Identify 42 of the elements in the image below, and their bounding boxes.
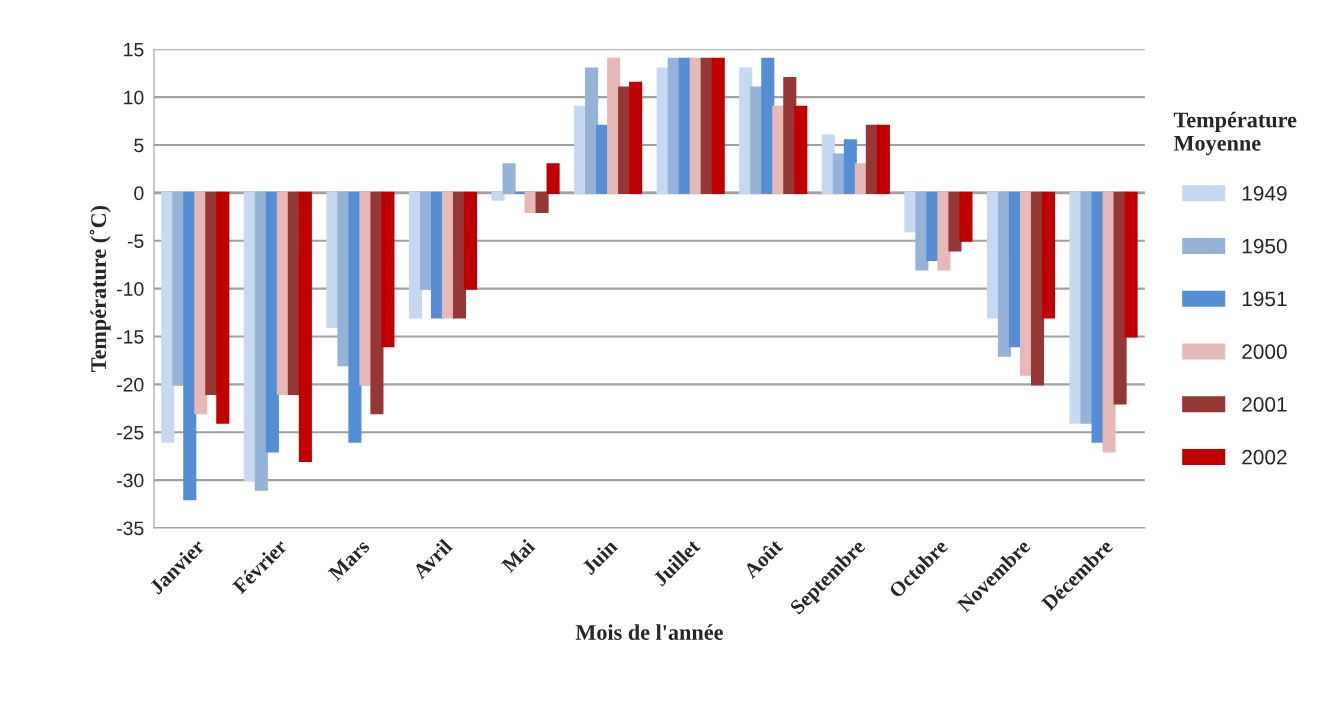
- y-tick-label: -10: [117, 282, 144, 296]
- legend-label: 1950: [1242, 238, 1287, 254]
- y-tick-label: 0: [134, 186, 144, 201]
- bar: [502, 163, 516, 194]
- y-tick-label: -15: [117, 330, 144, 344]
- bar: [711, 57, 725, 194]
- bar: [821, 134, 835, 194]
- bar: [546, 163, 560, 194]
- y-tick-label: 15: [124, 42, 144, 57]
- x-axis-title: Mois de l'année: [575, 624, 723, 640]
- bar: [629, 81, 643, 194]
- y-tick-label: -25: [117, 425, 144, 440]
- y-tick-label: -35: [117, 521, 144, 536]
- y-tick-label: 5: [134, 138, 144, 153]
- bar: [843, 139, 857, 194]
- y-tick-label: 10: [124, 90, 144, 105]
- bar: [959, 191, 973, 242]
- legend-label: 2001: [1242, 397, 1287, 412]
- bar: [876, 124, 890, 194]
- legend-label: 1951: [1242, 291, 1287, 307]
- x-tick-label: Juin: [580, 537, 619, 576]
- bar: [794, 105, 808, 194]
- bar: [1124, 191, 1138, 338]
- bar: [216, 191, 230, 424]
- bar: [1080, 191, 1094, 424]
- bar: [463, 191, 478, 290]
- bar: [761, 57, 775, 194]
- legend-label: 2002: [1242, 449, 1287, 465]
- y-axis-title: Température (˚C): [89, 205, 111, 372]
- x-tick-label: Mai: [500, 537, 536, 574]
- y-tick-label: -30: [117, 473, 144, 488]
- legend-title: Température Moyenne: [1173, 111, 1297, 156]
- legend-label: 1949: [1242, 186, 1287, 201]
- y-tick-label: -20: [117, 377, 144, 392]
- bar: [298, 191, 312, 463]
- bar: [535, 191, 549, 214]
- bar: [585, 67, 599, 194]
- bar: [1041, 191, 1056, 319]
- bar: [381, 191, 395, 348]
- legend-label: 2000: [1242, 344, 1287, 360]
- bar: [491, 191, 505, 201]
- y-tick-label: -5: [127, 234, 144, 248]
